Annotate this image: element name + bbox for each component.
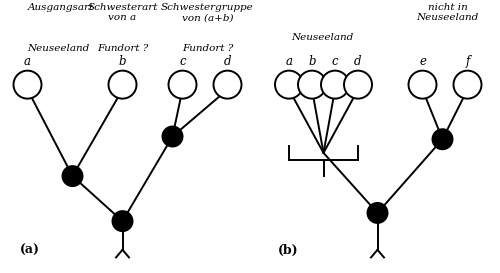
Ellipse shape [214,71,242,99]
Ellipse shape [275,71,303,99]
Text: (b): (b) [278,244,298,257]
Text: Schwestergruppe
von (a+b): Schwestergruppe von (a+b) [161,3,254,22]
Text: (a): (a) [20,244,40,257]
Text: b: b [119,55,126,68]
Text: c: c [179,55,186,68]
Text: d: d [354,55,362,68]
Text: d: d [224,55,231,68]
Text: e: e [419,55,426,68]
Ellipse shape [368,203,388,223]
Text: a: a [286,55,292,68]
Ellipse shape [321,71,349,99]
Text: Neuseeland: Neuseeland [292,33,354,42]
Ellipse shape [344,71,372,99]
Ellipse shape [62,166,82,186]
Ellipse shape [162,126,182,147]
Text: b: b [308,55,316,68]
Text: Fundort ?: Fundort ? [97,44,148,53]
Text: a: a [24,55,31,68]
Ellipse shape [14,71,42,99]
Ellipse shape [298,71,326,99]
Ellipse shape [408,71,436,99]
Text: f: f [466,55,469,68]
Ellipse shape [108,71,136,99]
Text: c: c [332,55,338,68]
Text: Fundort ?: Fundort ? [182,44,233,53]
Ellipse shape [168,71,196,99]
Ellipse shape [432,129,452,149]
Text: nicht in
Neuseeland: nicht in Neuseeland [416,3,478,22]
Text: Schwesterart
von a: Schwesterart von a [88,3,158,22]
Text: Ausgangsart: Ausgangsart [28,3,94,12]
Text: Neuseeland: Neuseeland [28,44,90,53]
Ellipse shape [112,211,132,231]
Ellipse shape [454,71,481,99]
